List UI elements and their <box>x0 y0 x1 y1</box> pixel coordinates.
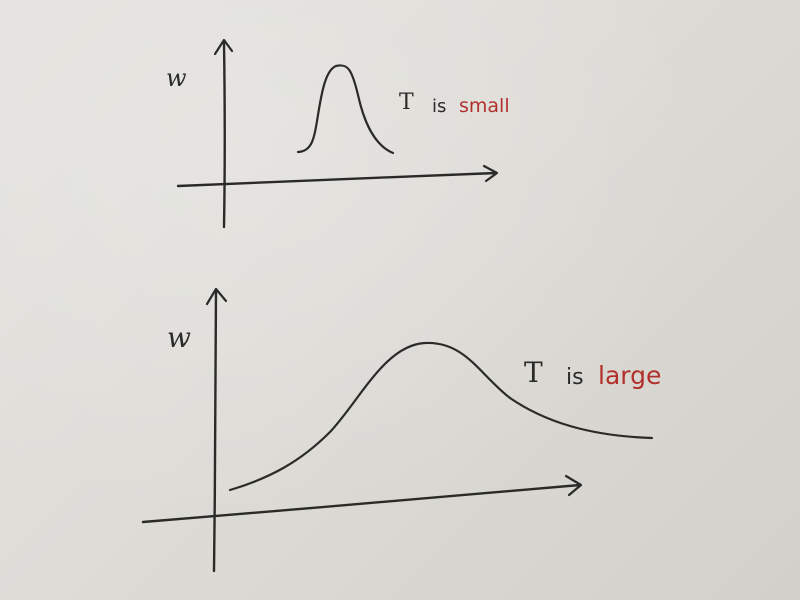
bottom-annotation-large: large <box>598 361 662 390</box>
bottom-y-axis-label: w <box>167 321 191 354</box>
top-y-axis-arrowhead <box>213 38 234 56</box>
bottom-panel <box>141 287 654 573</box>
top-annotation-verb: is <box>432 96 447 117</box>
top-x-axis-arrowhead <box>482 164 499 183</box>
top-y-axis-label: w <box>166 64 187 92</box>
bottom-y-axis <box>212 288 218 573</box>
bottom-x-axis-arrowhead <box>564 474 583 497</box>
bottom-annotation-verb: is <box>566 365 584 390</box>
bottom-annotation-symbol: T <box>524 356 543 389</box>
top-annotation-symbol: T <box>399 90 414 115</box>
top-annotation-small: small <box>459 95 510 117</box>
bottom-y-axis-arrowhead <box>205 287 228 306</box>
top-y-axis <box>222 40 226 229</box>
bottom-x-axis <box>141 483 582 524</box>
bottom-broad-curve <box>228 341 654 492</box>
top-panel <box>176 38 499 229</box>
top-x-axis <box>176 171 498 188</box>
top-narrow-curve <box>296 64 395 155</box>
